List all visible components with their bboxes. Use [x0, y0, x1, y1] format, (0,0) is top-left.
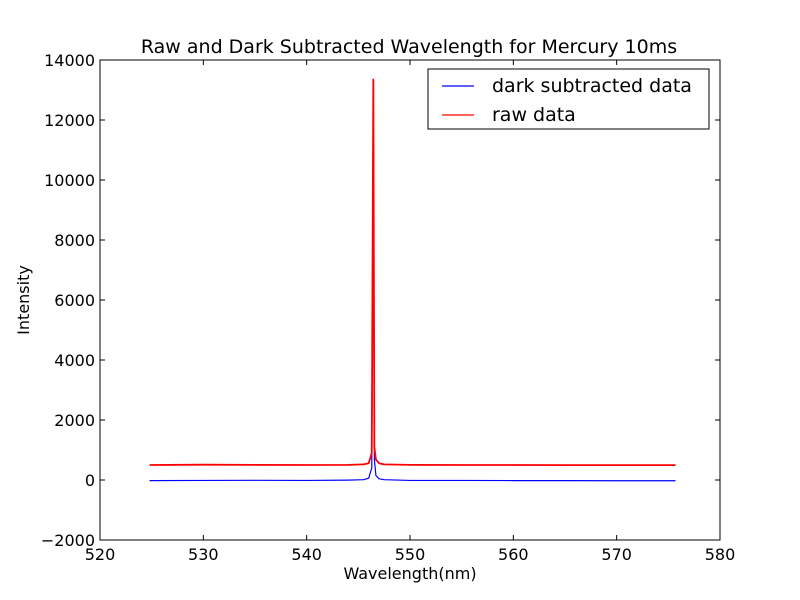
- axis-ticks: 520 530 540 550 560 570 580 −2000 0 2000 4000 6000 8…: [41, 51, 735, 564]
- y-tick-label: 10000: [44, 171, 95, 190]
- y-tick-label: 0: [85, 471, 95, 490]
- legend-label-raw: raw data: [492, 104, 576, 126]
- y-tick-label: 14000: [44, 51, 95, 70]
- x-tick-label: 580: [705, 545, 736, 564]
- series-line-raw: [149, 78, 676, 467]
- chart-title: Raw and Dark Subtracted Wavelength for M…: [141, 36, 677, 58]
- y-tick-label: 2000: [54, 411, 95, 430]
- x-tick-label: 530: [188, 545, 219, 564]
- x-axis-label: Wavelength(nm): [343, 564, 476, 583]
- legend-label-dark-subtracted: dark subtracted data: [492, 75, 692, 97]
- series-line-dark-subtracted: [149, 92, 676, 482]
- y-tick-label: 4000: [54, 351, 95, 370]
- y-tick-label: −2000: [41, 531, 95, 550]
- x-tick-label: 550: [395, 545, 426, 564]
- x-tick-label: 560: [498, 545, 529, 564]
- legend-box: [427, 68, 710, 130]
- y-axis-label: Intensity: [14, 265, 33, 335]
- y-tick-label: 6000: [54, 291, 95, 310]
- y-tick-label: 8000: [54, 231, 95, 250]
- y-tick-label: 12000: [44, 111, 95, 130]
- x-tick-label: 520: [85, 545, 116, 564]
- x-tick-label: 540: [291, 545, 322, 564]
- legend: dark subtracted data raw data: [427, 68, 710, 130]
- x-tick-label: 570: [601, 545, 632, 564]
- plot-area: [149, 78, 676, 482]
- plot-frame: [99, 59, 721, 541]
